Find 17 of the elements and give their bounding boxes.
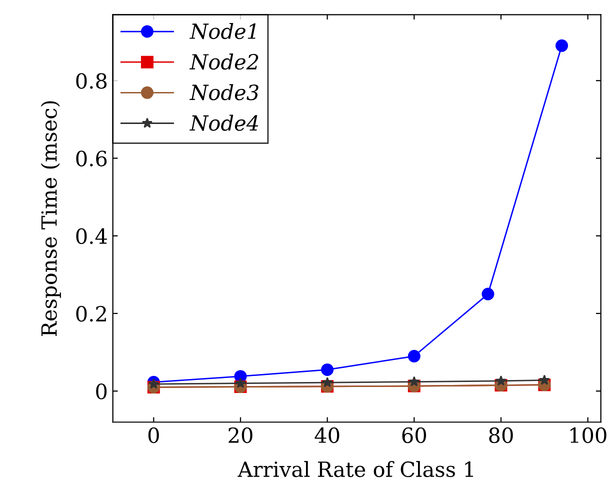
legend-label: Node2	[190, 54, 258, 70]
x-tick-label: 100	[570, 427, 606, 444]
y-tick-label: 0.8	[76, 73, 107, 89]
x-axis-title: Arrival Rate of Class 1	[238, 461, 473, 478]
y-tick-label: 0	[96, 384, 107, 400]
y-tick-label: 0.4	[76, 228, 107, 244]
x-tick-label: 60	[402, 427, 426, 444]
x-tick-label: 0	[148, 427, 159, 444]
legend-label: Node1	[190, 22, 256, 40]
y-tick-label: 0.2	[76, 306, 106, 322]
y-tick-label: 0.6	[76, 150, 107, 166]
x-tick-label: 80	[489, 427, 513, 444]
y-axis-title: Response Time (msec)	[40, 101, 61, 336]
x-tick-label: 20	[228, 427, 252, 444]
legend-label: Node3	[190, 84, 258, 100]
legend-label: Node4	[190, 114, 258, 131]
x-tick-label: 40	[314, 427, 340, 444]
